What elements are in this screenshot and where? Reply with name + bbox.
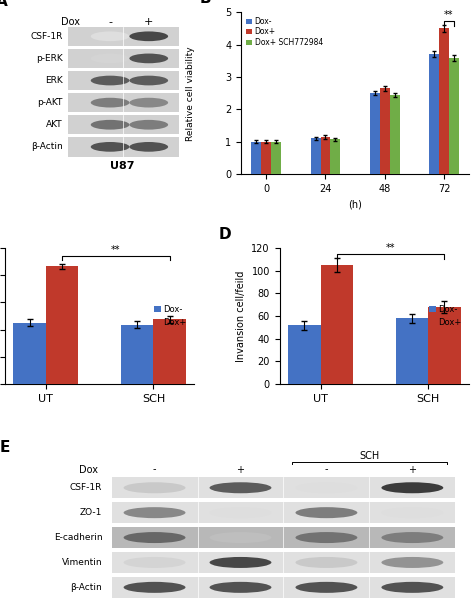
Bar bbox=[390, 95, 400, 174]
Bar bbox=[449, 58, 459, 174]
Ellipse shape bbox=[129, 98, 168, 108]
Bar bbox=[68, 115, 179, 135]
Legend: Dox-, Dox+, Dox+ SCH772984: Dox-, Dox+, Dox+ SCH772984 bbox=[245, 16, 324, 48]
Bar bbox=[68, 26, 179, 46]
Ellipse shape bbox=[129, 76, 168, 85]
Bar bbox=[288, 325, 320, 384]
Bar bbox=[429, 54, 439, 174]
Ellipse shape bbox=[129, 54, 168, 63]
Ellipse shape bbox=[91, 31, 129, 41]
Ellipse shape bbox=[124, 532, 185, 543]
Y-axis label: Invansion cell/feild: Invansion cell/feild bbox=[236, 271, 246, 362]
Text: B: B bbox=[200, 0, 211, 6]
Bar bbox=[428, 307, 461, 384]
Text: β-Actin: β-Actin bbox=[31, 142, 63, 151]
Bar bbox=[154, 319, 186, 384]
Ellipse shape bbox=[382, 507, 443, 518]
Bar bbox=[111, 552, 456, 573]
Ellipse shape bbox=[210, 482, 272, 493]
Text: A: A bbox=[0, 0, 8, 9]
Bar bbox=[68, 93, 179, 113]
Text: **: ** bbox=[444, 10, 454, 20]
Ellipse shape bbox=[210, 532, 272, 543]
Text: AKT: AKT bbox=[46, 121, 63, 129]
Bar bbox=[330, 139, 340, 174]
Ellipse shape bbox=[210, 582, 272, 593]
Bar bbox=[271, 141, 281, 174]
Bar bbox=[380, 89, 390, 174]
Bar bbox=[46, 266, 78, 384]
Text: Dox: Dox bbox=[79, 464, 98, 475]
Ellipse shape bbox=[382, 482, 443, 493]
Ellipse shape bbox=[295, 507, 357, 518]
Bar bbox=[251, 141, 261, 174]
Bar bbox=[68, 49, 179, 68]
Text: -: - bbox=[108, 17, 112, 27]
Ellipse shape bbox=[295, 482, 357, 493]
Ellipse shape bbox=[129, 120, 168, 130]
Text: Vimentin: Vimentin bbox=[62, 558, 102, 567]
Text: β-Actin: β-Actin bbox=[71, 583, 102, 592]
Bar bbox=[370, 93, 380, 174]
X-axis label: (h): (h) bbox=[348, 199, 362, 209]
Bar bbox=[439, 28, 449, 174]
Ellipse shape bbox=[91, 54, 129, 63]
Legend: Dox-, Dox+: Dox-, Dox+ bbox=[150, 301, 190, 330]
Text: U87: U87 bbox=[110, 161, 135, 171]
Text: +: + bbox=[237, 464, 245, 475]
Ellipse shape bbox=[295, 582, 357, 593]
Ellipse shape bbox=[382, 582, 443, 593]
Ellipse shape bbox=[129, 31, 168, 41]
Ellipse shape bbox=[91, 142, 129, 152]
Ellipse shape bbox=[382, 532, 443, 543]
Ellipse shape bbox=[91, 76, 129, 85]
Bar bbox=[396, 319, 428, 384]
Bar bbox=[121, 325, 154, 384]
Text: +: + bbox=[144, 17, 154, 27]
Text: E-cadherin: E-cadherin bbox=[54, 533, 102, 542]
Ellipse shape bbox=[91, 98, 129, 108]
Text: -: - bbox=[325, 464, 328, 475]
Bar bbox=[111, 477, 456, 498]
Bar bbox=[310, 138, 320, 174]
Ellipse shape bbox=[124, 507, 185, 518]
Text: +: + bbox=[409, 464, 416, 475]
Text: D: D bbox=[219, 228, 232, 242]
Text: E: E bbox=[0, 440, 10, 455]
Ellipse shape bbox=[124, 582, 185, 593]
Text: ERK: ERK bbox=[45, 76, 63, 85]
Text: **: ** bbox=[386, 243, 395, 253]
Text: p-ERK: p-ERK bbox=[36, 54, 63, 63]
Ellipse shape bbox=[210, 557, 272, 568]
Bar bbox=[111, 527, 456, 548]
Text: Dox: Dox bbox=[61, 17, 80, 27]
Text: **: ** bbox=[111, 245, 120, 255]
Bar bbox=[320, 265, 353, 384]
Bar bbox=[261, 141, 271, 174]
Bar bbox=[68, 137, 179, 157]
Bar bbox=[68, 71, 179, 90]
Text: ZO-1: ZO-1 bbox=[80, 508, 102, 517]
Bar bbox=[13, 323, 46, 384]
Ellipse shape bbox=[295, 532, 357, 543]
Text: SCH: SCH bbox=[359, 451, 380, 461]
Ellipse shape bbox=[382, 557, 443, 568]
Y-axis label: Relative cell viability: Relative cell viability bbox=[186, 46, 195, 140]
Text: CSF-1R: CSF-1R bbox=[70, 483, 102, 492]
Text: -: - bbox=[153, 464, 156, 475]
Bar bbox=[111, 577, 456, 598]
Legend: Dox-, Dox+: Dox-, Dox+ bbox=[425, 301, 465, 330]
Text: p-AKT: p-AKT bbox=[37, 98, 63, 107]
Bar bbox=[320, 137, 330, 174]
Ellipse shape bbox=[129, 142, 168, 152]
Ellipse shape bbox=[295, 557, 357, 568]
Ellipse shape bbox=[210, 507, 272, 518]
Ellipse shape bbox=[91, 120, 129, 130]
Bar bbox=[111, 502, 456, 523]
Ellipse shape bbox=[124, 482, 185, 493]
Ellipse shape bbox=[124, 557, 185, 568]
Text: CSF-1R: CSF-1R bbox=[30, 32, 63, 41]
